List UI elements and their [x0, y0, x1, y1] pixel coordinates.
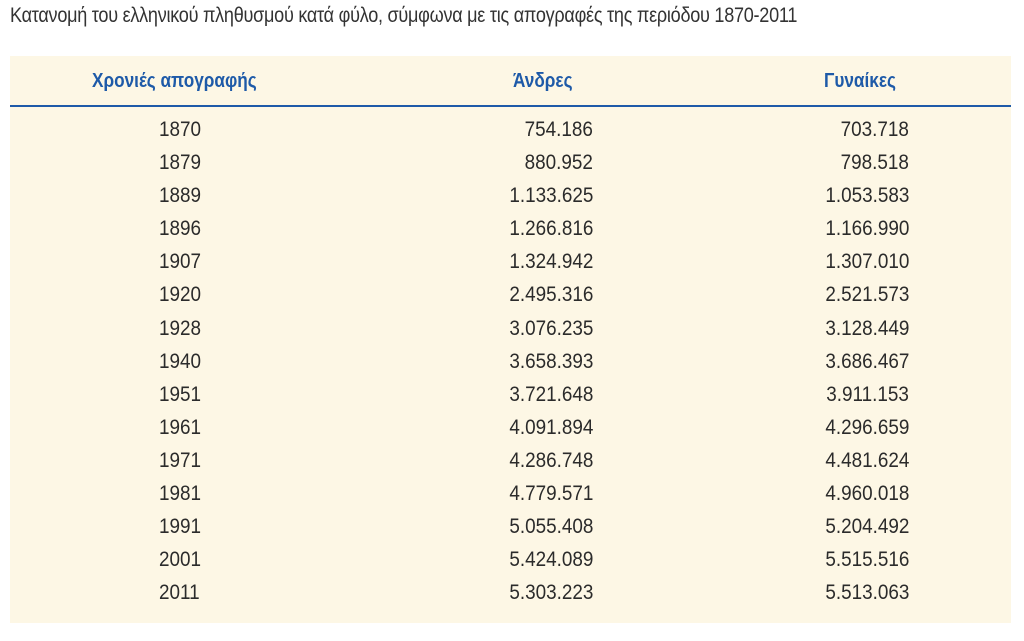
cell-year: 1951: [159, 382, 202, 406]
cell-women: 1.307.010: [824, 250, 909, 274]
cell-year: 2011: [159, 581, 200, 605]
cell-men: 3.076.235: [508, 316, 593, 340]
cell-year: 1870: [159, 118, 202, 141]
cell-women: 4.481.624: [824, 448, 909, 472]
table-row: 2011 5.303.223 5.513.063: [10, 579, 1011, 612]
cell-men: 2.495.316: [508, 283, 593, 307]
cell-women: 1.053.583: [824, 184, 909, 208]
table-row: 1896 1.266.816 1.166.990: [10, 215, 1011, 248]
cell-year: 1981: [159, 482, 202, 506]
cell-men: 3.658.393: [508, 349, 593, 373]
table-row: 1940 3.658.393 3.686.467: [10, 348, 1011, 381]
cell-men: 1.324.942: [508, 250, 593, 274]
table-row: 1951 3.721.648 3.911.153: [10, 381, 1011, 414]
cell-women: 4.296.659: [824, 415, 909, 439]
cell-women: 703.718: [840, 118, 909, 141]
cell-year: 1920: [159, 283, 202, 307]
cell-year: 1971: [159, 448, 202, 472]
cell-men: 754.186: [524, 118, 593, 141]
cell-women: 3.128.449: [824, 316, 909, 340]
table-row: 1981 4.779.571 4.960.018: [10, 480, 1011, 513]
table-row: 1961 4.091.894 4.296.659: [10, 414, 1011, 447]
header-census-year: Χρονιές απογραφής: [92, 70, 257, 92]
table-row: 1971 4.286.748 4.481.624: [10, 447, 1011, 480]
cell-year: 2001: [159, 548, 202, 572]
cell-women: 3.686.467: [824, 349, 909, 373]
cell-year: 1879: [159, 151, 202, 175]
table-row: 1907 1.324.942 1.307.010: [10, 248, 1011, 281]
table-caption: Κατανομή του ελληνικού πληθυσμού κατά φύ…: [10, 4, 798, 27]
cell-women: 798.518: [840, 151, 909, 175]
cell-year: 1940: [159, 349, 202, 373]
cell-men: 1.133.625: [508, 184, 593, 208]
table-header-row: Χρονιές απογραφής Άνδρες Γυναίκες: [10, 56, 1011, 107]
table-body: 1870 754.186 703.718 1879 880.952 798.51…: [10, 116, 1011, 612]
cell-men: 3.721.648: [508, 382, 593, 406]
cell-year: 1991: [159, 515, 202, 539]
cell-year: 1907: [159, 250, 202, 274]
cell-women: 5.204.492: [824, 515, 909, 539]
cell-year: 1896: [159, 217, 202, 241]
table-row: 1991 5.055.408 5.204.492: [10, 513, 1011, 546]
cell-year: 1928: [159, 316, 202, 340]
population-table: Χρονιές απογραφής Άνδρες Γυναίκες 1870 7…: [10, 56, 1011, 623]
header-men: Άνδρες: [513, 70, 573, 92]
cell-year: 1889: [159, 184, 202, 208]
table-row: 1889 1.133.625 1.053.583: [10, 182, 1011, 215]
cell-men: 4.286.748: [508, 448, 593, 472]
cell-men: 880.952: [524, 151, 593, 175]
cell-women: 3.911.153: [826, 382, 909, 406]
cell-women: 2.521.573: [824, 283, 909, 307]
cell-year: 1961: [159, 415, 202, 439]
cell-men: 1.266.816: [508, 217, 593, 241]
cell-women: 1.166.990: [824, 217, 909, 241]
cell-women: 5.513.063: [824, 581, 909, 605]
table-row: 1920 2.495.316 2.521.573: [10, 281, 1011, 314]
cell-men: 5.424.089: [508, 548, 593, 572]
table-row: 2001 5.424.089 5.515.516: [10, 546, 1011, 579]
table-row: 1928 3.076.235 3.128.449: [10, 315, 1011, 348]
cell-men: 5.055.408: [508, 515, 593, 539]
header-women: Γυναίκες: [824, 70, 896, 92]
cell-men: 5.303.223: [508, 581, 593, 605]
cell-women: 5.515.516: [824, 548, 909, 572]
cell-men: 4.091.894: [508, 415, 593, 439]
cell-women: 4.960.018: [824, 482, 909, 506]
table-row: 1870 754.186 703.718: [10, 116, 1011, 149]
cell-men: 4.779.571: [508, 482, 593, 506]
table-row: 1879 880.952 798.518: [10, 149, 1011, 182]
